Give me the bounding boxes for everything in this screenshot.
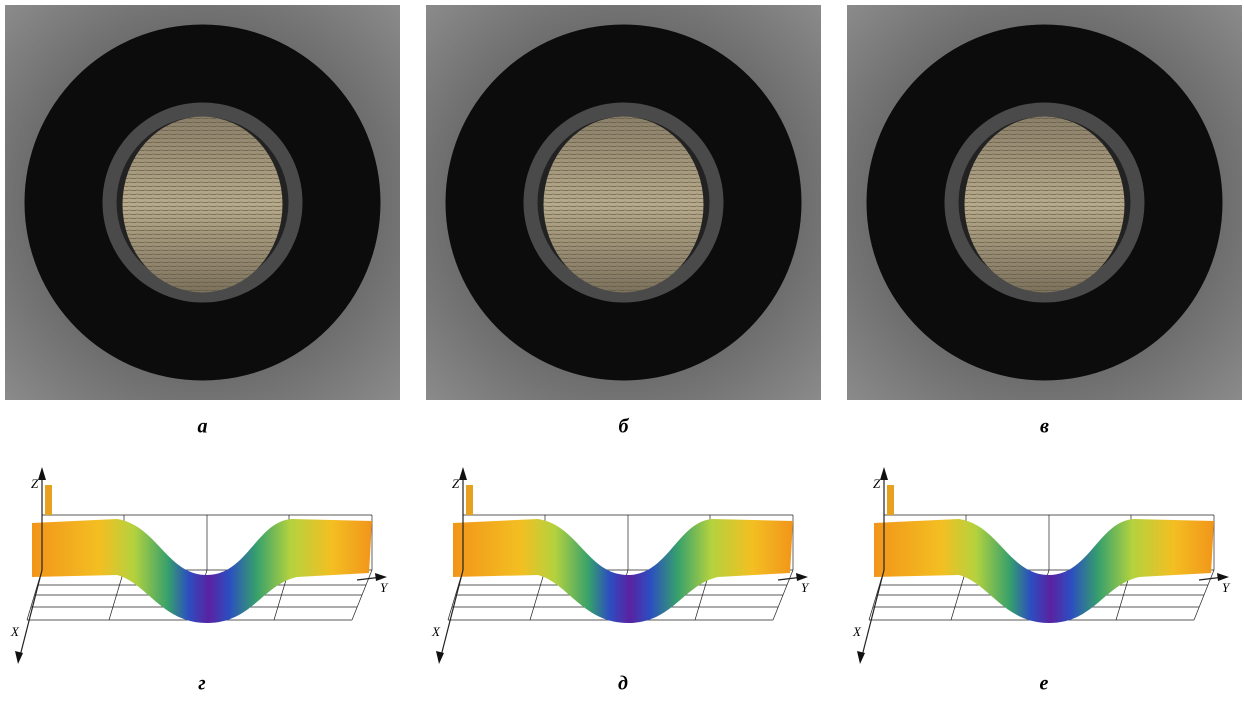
colorbar <box>887 485 894 515</box>
arrow-head <box>38 467 46 480</box>
arrow-head <box>436 651 444 664</box>
panel-label: д <box>618 673 628 695</box>
z-axis-label: Z <box>452 476 460 491</box>
figure: а б в Z X Yг Z X Yд Z X Yе <box>0 0 1244 696</box>
arrow-head <box>15 651 23 664</box>
profile-surface <box>453 519 793 623</box>
x-axis-label: X <box>10 624 20 639</box>
arrow-head <box>880 467 888 480</box>
panel-label: в <box>1040 416 1049 438</box>
y-axis-label: Y <box>1222 580 1231 595</box>
x-axis-label: X <box>852 624 862 639</box>
x-axis-label: X <box>431 624 441 639</box>
panel-label: а <box>198 416 208 438</box>
colorbar <box>466 485 473 515</box>
arrow-head <box>857 651 865 664</box>
wear-stripes <box>544 117 704 293</box>
colorbar <box>45 485 52 515</box>
arrow-head <box>459 467 467 480</box>
x-axis <box>861 570 884 660</box>
profile-surface <box>32 519 372 623</box>
panel-label: б <box>619 416 630 438</box>
panel-label: г <box>198 673 205 695</box>
profile-surface <box>874 519 1214 623</box>
x-axis <box>440 570 463 660</box>
z-axis-label: Z <box>873 476 881 491</box>
wear-stripes <box>965 117 1125 293</box>
panel-label: е <box>1040 673 1049 695</box>
x-axis <box>19 570 42 660</box>
y-axis-label: Y <box>380 580 389 595</box>
z-axis-label: Z <box>31 476 39 491</box>
y-axis-label: Y <box>801 580 810 595</box>
wear-stripes <box>123 117 283 293</box>
